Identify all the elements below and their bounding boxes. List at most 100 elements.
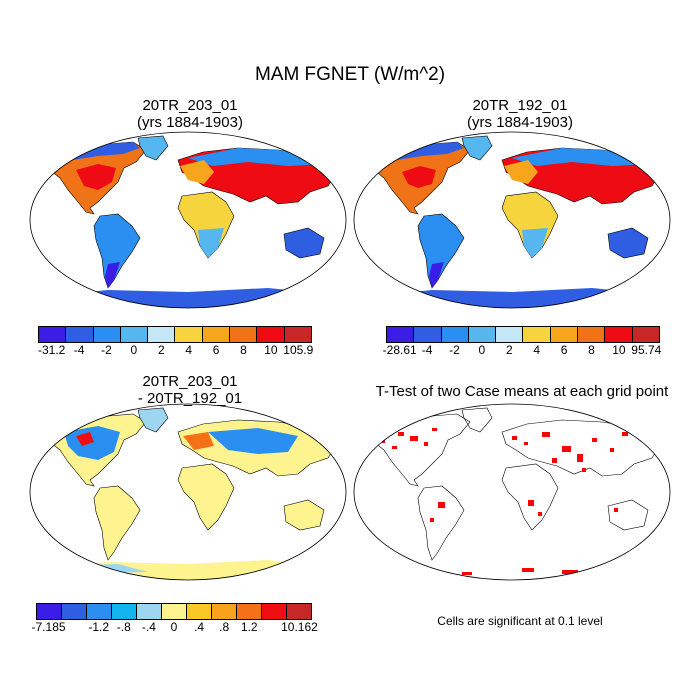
greenland [137, 135, 169, 161]
colorbar-2-tick-label: -4 [421, 343, 433, 357]
colorbar-2-swatch [496, 327, 524, 342]
colorbar-2-labels: -28.61 -4 -2 0 2 4 6 8 10 95.74 [382, 343, 662, 357]
south-america [417, 213, 465, 289]
colorbar-3-swatch [112, 604, 137, 619]
colorbar-1-tick-label: 8 [240, 343, 247, 357]
colorbar-3-swatch [62, 604, 87, 619]
colorbar-3-tick-label: -.4 [141, 620, 156, 634]
south-america-south [105, 262, 120, 288]
significance-note: Cells are significant at 0.1 level [437, 614, 603, 628]
map-20tr-203 [29, 131, 347, 309]
colorbar-2-tick-label: 2 [505, 343, 513, 357]
colorbar-1-labels: -31.2 -4 -2 0 2 4 6 8 10 105.9 [38, 343, 314, 357]
australia [283, 499, 325, 531]
colorbar-1-swatch [175, 327, 203, 342]
colorbar-1-tick-label: -31.2 [38, 343, 66, 357]
significant-cells [382, 428, 628, 575]
colorbar-2-swatch [605, 327, 633, 342]
map-20tr-192 [353, 131, 671, 309]
panel-4-title: T-Test of two Case means at each grid po… [375, 383, 669, 400]
eurasia-outline [501, 419, 663, 477]
map-fill [362, 135, 663, 308]
panel-3-title-line1: 20TR_203_01 [142, 373, 238, 390]
europe [504, 160, 538, 184]
south-america [93, 213, 141, 289]
colorbar-1-swatch [120, 327, 149, 342]
greenland [461, 135, 493, 161]
map-fill [371, 407, 663, 575]
colorbar-3-swatch [137, 604, 162, 619]
colorbar-2-swatch [468, 327, 497, 342]
colorbar-3-swatch [287, 604, 311, 619]
colorbar-3-tick-label: -7.185 [31, 620, 66, 634]
colorbar-1-swatches [38, 326, 312, 343]
map-ttest-significance [353, 403, 671, 581]
panel-2-title-line1: 20TR_192_01 [472, 97, 568, 114]
colorbar-1-tick-label: 4 [185, 343, 193, 357]
colorbar-2-swatch [414, 327, 442, 342]
colorbar-3-tick-label: -1.2 [88, 620, 110, 634]
colorbar-2-tick-label: 10 [612, 343, 626, 357]
colorbar-1-tick-label: -2 [101, 343, 112, 357]
colorbar-3-tick-label: 1.2 [240, 620, 258, 634]
panel-3-title: 20TR_203_01 - 20TR_192_01 [30, 373, 350, 407]
colorbar-3-swatch [162, 604, 187, 619]
colorbar-2-tick-label: -2 [449, 343, 460, 357]
colorbar-3-swatch [87, 604, 112, 619]
colorbar-2-swatch [387, 327, 415, 342]
north-america-anomaly [64, 426, 120, 460]
colorbar-3-tick-label: -.8 [116, 620, 131, 634]
colorbar-1-swatch [230, 327, 258, 342]
africa-outline [501, 463, 559, 531]
map-fill [38, 407, 339, 580]
eurasia-positive [183, 432, 214, 450]
colorbar-2-tick-label: 95.74 [631, 343, 662, 357]
south-america-outline [417, 485, 465, 561]
colorbar-2-tick-label: 0 [478, 343, 486, 357]
africa-south [198, 228, 224, 258]
colorbar-1-tick-label: 2 [157, 343, 165, 357]
map-difference [29, 403, 347, 581]
panel-3-title-line2: - 20TR_192_01 [137, 390, 243, 407]
colorbar-3-tick-label: .8 [219, 620, 230, 634]
colorbar-1-swatch [93, 327, 121, 342]
antarctica [38, 560, 338, 580]
colorbar-2-tick-label: 8 [588, 343, 595, 357]
colorbar-3-swatch [237, 604, 262, 619]
colorbar-2-tick-label: 6 [560, 343, 568, 357]
panel-1-title-line1: 20TR_203_01 [142, 97, 238, 114]
colorbar-3: -7.185 -1.2 -.8 -.4 0 .4 .8 1.2 10.162 [32, 603, 318, 634]
panel-2-title: 20TR_192_01 (yrs 1884-1903) [360, 97, 680, 131]
colorbar-1-swatch [257, 327, 285, 342]
colorbar-2-swatch [550, 327, 579, 342]
colorbar-1-tick-label: 105.9 [283, 343, 314, 357]
colorbar-2-swatches [386, 326, 660, 343]
colorbar-1-tick-label: -4 [73, 343, 85, 357]
figure-title: MAM FGNET (W/m^2) [254, 64, 446, 85]
greenland [137, 407, 169, 433]
colorbar-1-swatch [39, 327, 67, 342]
south-america-south [429, 262, 444, 288]
north-america-interior [402, 166, 436, 188]
colorbar-1-tick-label: 10 [264, 343, 278, 357]
colorbar-1-swatch [66, 327, 94, 342]
colorbar-3-swatches [36, 603, 312, 620]
colorbar-3-swatch [212, 604, 237, 619]
antarctica [38, 288, 338, 308]
colorbar-1-swatch [202, 327, 231, 342]
greenland-outline [461, 407, 493, 433]
eurasia-anomaly [208, 428, 298, 454]
australia [607, 227, 649, 259]
colorbar-3-tick-label: 0 [170, 620, 178, 634]
antarctica [362, 288, 662, 308]
south-america [93, 485, 141, 561]
panel-1-title-line2: (yrs 1884-1903) [137, 114, 243, 131]
colorbar-2-swatch [523, 327, 551, 342]
colorbar-2-tick-label: -28.61 [382, 343, 417, 357]
colorbar-3-swatch [187, 604, 212, 619]
north-america-positive [76, 432, 94, 446]
colorbar-3-labels: -7.185 -1.2 -.8 -.4 0 .4 .8 1.2 10.162 [32, 620, 318, 634]
panel-1-title: 20TR_203_01 (yrs 1884-1903) [30, 97, 350, 131]
africa-south [522, 228, 548, 258]
australia [283, 227, 325, 259]
